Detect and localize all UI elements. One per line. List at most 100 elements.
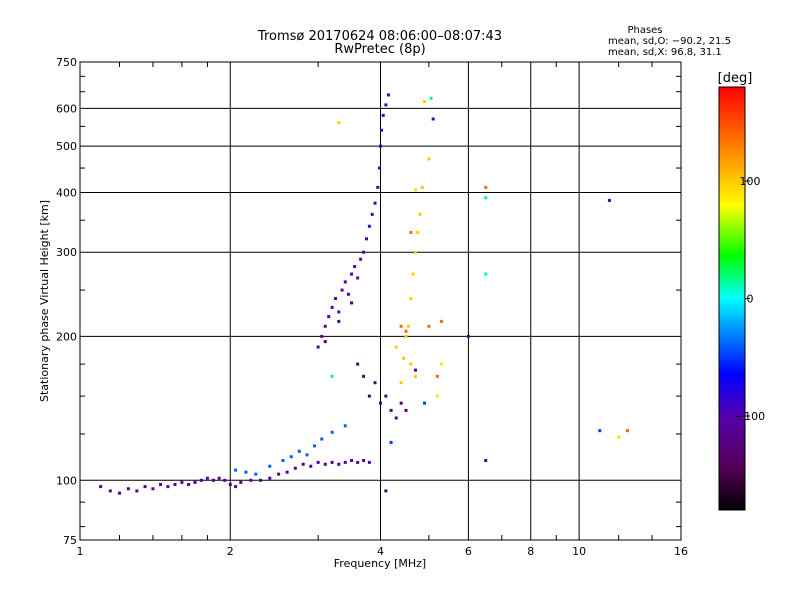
data-point: [211, 478, 215, 482]
grid-lines: [80, 62, 681, 540]
data-points: [99, 93, 629, 495]
data-point: [422, 401, 426, 405]
data-point: [323, 340, 327, 344]
data-point: [484, 196, 488, 200]
data-point: [309, 464, 313, 468]
y-tick-label: 300: [56, 246, 77, 259]
y-tick-label: 400: [56, 186, 77, 199]
data-point: [340, 288, 344, 292]
x-tick-label: 4: [377, 545, 384, 558]
colorbar-tick-label: −100: [735, 410, 765, 423]
data-point: [330, 460, 334, 464]
data-point: [413, 250, 417, 254]
data-point: [416, 230, 420, 234]
data-point: [337, 121, 341, 125]
data-point: [234, 468, 238, 472]
data-point: [427, 324, 431, 328]
data-point: [316, 345, 320, 349]
data-point: [118, 491, 122, 495]
data-point: [180, 480, 184, 484]
data-point: [413, 188, 417, 192]
data-point: [268, 476, 272, 480]
data-point: [320, 437, 324, 441]
data-point: [281, 458, 285, 462]
data-point: [323, 324, 327, 328]
data-point: [151, 487, 155, 491]
data-point: [420, 185, 424, 189]
data-point: [409, 362, 413, 366]
data-point: [362, 458, 366, 462]
data-point: [367, 224, 371, 228]
data-point: [346, 292, 350, 296]
data-point: [337, 462, 341, 466]
data-point: [422, 100, 426, 104]
colorbar: [718, 86, 746, 511]
data-point: [228, 482, 232, 486]
chart-title-line1: Tromsø 20170624 08:06:00–08:07:43: [257, 29, 502, 44]
data-point: [598, 429, 602, 433]
x-tick-label: 16: [674, 545, 688, 558]
data-point: [362, 250, 366, 254]
data-point: [143, 485, 147, 489]
data-point: [359, 257, 363, 261]
x-tick-label: 1: [77, 545, 84, 558]
y-tick-label: 750: [56, 56, 77, 69]
colorbar-ticks: 100 0 −100: [735, 175, 765, 423]
data-point: [356, 362, 360, 366]
data-point: [362, 374, 366, 378]
x-tick-labels: 1 2 4 6 8 10 16: [77, 545, 689, 558]
data-point: [330, 374, 334, 378]
data-point: [365, 237, 369, 241]
data-point: [484, 458, 488, 462]
data-point: [373, 381, 377, 385]
data-point: [320, 334, 324, 338]
data-point: [166, 485, 170, 489]
phases-o-line: mean, sd,O: −90.2, 21.5: [608, 36, 731, 47]
data-point: [617, 435, 621, 439]
data-point: [367, 394, 371, 398]
colorbar-label: [deg]: [718, 71, 753, 86]
data-point: [244, 470, 248, 474]
data-point: [435, 394, 439, 398]
data-point: [418, 212, 422, 216]
phases-x-line: mean, sd,X: 96.8, 31.1: [608, 47, 722, 58]
data-point: [431, 117, 435, 121]
phases-heading: Phases: [627, 25, 662, 36]
data-point: [205, 476, 209, 480]
data-point: [367, 460, 371, 464]
data-point: [380, 128, 384, 132]
data-point: [223, 478, 227, 482]
plot-frame: [79, 61, 682, 541]
data-point: [108, 489, 112, 493]
data-point: [440, 319, 444, 323]
data-point: [135, 489, 139, 493]
data-point: [411, 272, 415, 276]
data-point: [199, 478, 203, 482]
colorbar-tick-label: 0: [747, 293, 754, 306]
x-tick-label: 10: [572, 545, 586, 558]
data-point: [409, 230, 413, 234]
data-point: [399, 381, 403, 385]
data-point: [440, 362, 444, 366]
data-point: [99, 485, 103, 489]
data-point: [234, 485, 238, 489]
data-point: [389, 440, 393, 444]
chart-title-line2: RwPretec (8p): [334, 42, 425, 57]
data-point: [413, 368, 417, 372]
data-point: [173, 482, 177, 486]
x-tick-label: 8: [527, 545, 534, 558]
data-point: [484, 272, 488, 276]
data-point: [285, 470, 289, 474]
colorbar-tick-label: 100: [740, 175, 761, 188]
data-point: [381, 113, 385, 117]
data-point: [217, 476, 221, 480]
data-point: [330, 430, 334, 434]
data-point: [289, 455, 293, 459]
data-point: [409, 297, 413, 301]
data-point: [350, 458, 354, 462]
data-point: [377, 166, 381, 170]
x-axis-label: Frequency [MHz]: [334, 557, 426, 570]
data-point: [394, 416, 398, 420]
data-point: [376, 185, 380, 189]
data-point: [356, 276, 360, 280]
